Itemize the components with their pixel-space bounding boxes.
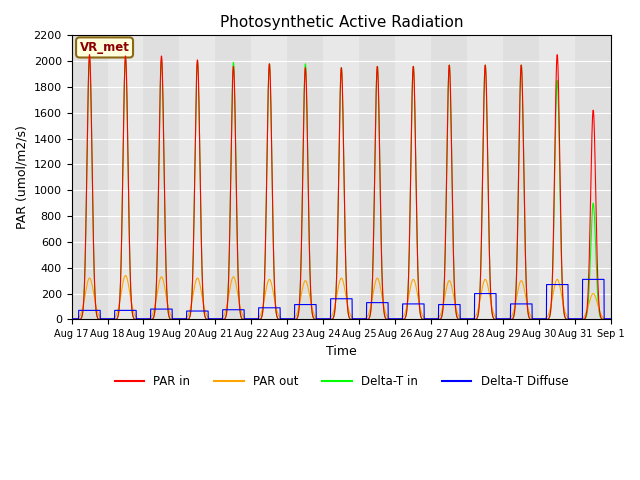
Bar: [72, 36, 108, 319]
Bar: [323, 36, 359, 319]
Title: Photosynthetic Active Radiation: Photosynthetic Active Radiation: [220, 15, 463, 30]
X-axis label: Time: Time: [326, 345, 356, 358]
Text: VR_met: VR_met: [79, 41, 129, 54]
Bar: [467, 36, 503, 319]
Bar: [216, 36, 252, 319]
Bar: [287, 36, 323, 319]
Bar: [575, 36, 611, 319]
Bar: [252, 36, 287, 319]
Bar: [540, 36, 575, 319]
Bar: [179, 36, 216, 319]
Bar: [503, 36, 540, 319]
Bar: [143, 36, 179, 319]
Bar: [108, 36, 143, 319]
Bar: [431, 36, 467, 319]
Y-axis label: PAR (umol/m2/s): PAR (umol/m2/s): [15, 125, 28, 229]
Bar: [396, 36, 431, 319]
Legend: PAR in, PAR out, Delta-T in, Delta-T Diffuse: PAR in, PAR out, Delta-T in, Delta-T Dif…: [110, 371, 573, 393]
Bar: [359, 36, 396, 319]
